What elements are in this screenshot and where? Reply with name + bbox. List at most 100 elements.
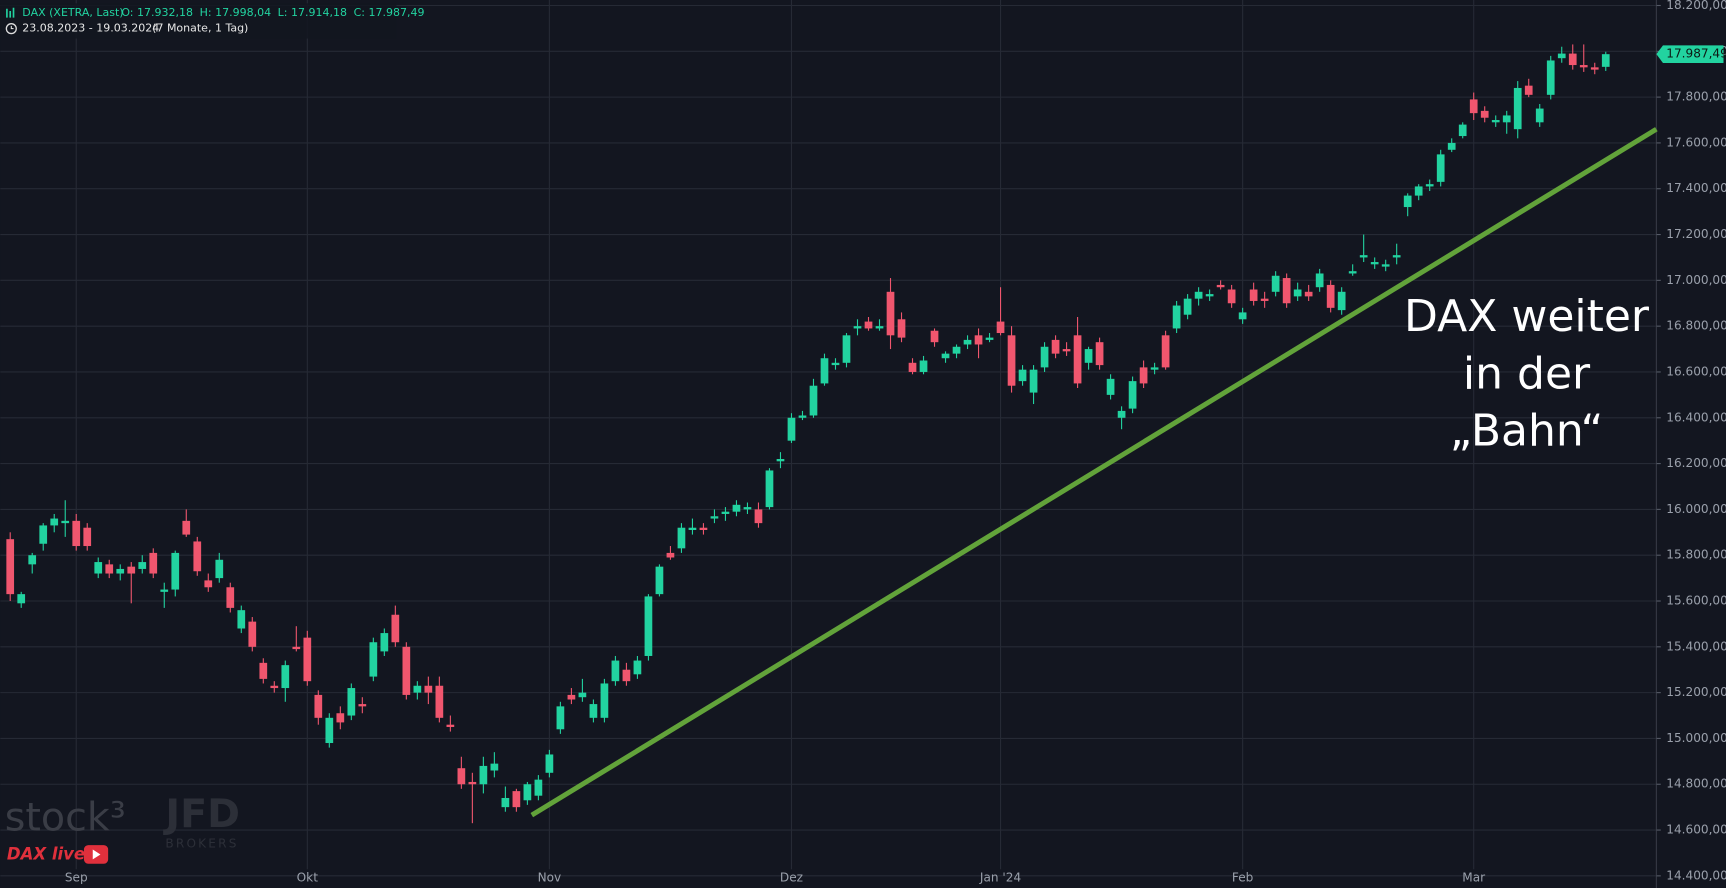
header-icon: [6, 7, 15, 18]
badge: DAX live: [7, 844, 85, 863]
last-price-label: 17.987,49: [1666, 47, 1726, 61]
annotation: „Bahn“: [1450, 406, 1604, 457]
candle-body: [1084, 349, 1093, 363]
y-tick-label: 15.800,00: [1666, 548, 1726, 562]
candle-body: [72, 520, 81, 547]
candle-body: [1392, 255, 1401, 258]
candle-body: [743, 507, 752, 510]
watermark-partner-sub: BROKERS: [165, 836, 238, 850]
candle-body: [1447, 142, 1456, 150]
candle-body: [116, 568, 125, 574]
candle-body: [1436, 154, 1445, 182]
y-tick-label: 15.600,00: [1666, 594, 1726, 608]
candle-body: [556, 706, 565, 730]
candle-body: [589, 704, 598, 718]
candle-body: [864, 321, 873, 329]
x-tick-label: Okt: [297, 871, 319, 885]
candle-body: [809, 385, 818, 416]
date-range: 23.08.2023 - 19.03.2024: [22, 22, 159, 35]
watermark-partner: JFD: [162, 791, 240, 837]
candle-body: [314, 694, 323, 718]
candle-body: [83, 527, 92, 547]
candle-body: [105, 564, 114, 574]
candle-body: [1403, 195, 1412, 208]
x-tick-label: Mar: [1462, 871, 1485, 885]
candle-body: [457, 768, 466, 785]
candle-body: [1513, 87, 1522, 130]
candle-body: [160, 589, 169, 592]
candle-body: [1106, 378, 1115, 395]
candle-body: [182, 520, 191, 535]
y-tick-label: 17.600,00: [1666, 135, 1726, 149]
candle-body: [1029, 369, 1038, 393]
candle-body: [380, 633, 389, 652]
candle-body: [1480, 110, 1489, 118]
candle-body: [1469, 99, 1478, 114]
x-tick-label: Dez: [780, 871, 803, 885]
candle-body: [1414, 186, 1423, 196]
candle-body: [1249, 289, 1258, 301]
candle-body: [1040, 346, 1049, 368]
candle-body: [149, 552, 158, 574]
header-bg: [0, 3, 397, 39]
candle-body: [501, 797, 510, 808]
candle-body: [1260, 298, 1269, 301]
candle-body: [688, 527, 697, 531]
candle-body: [963, 339, 972, 345]
candle-body: [776, 459, 785, 462]
y-tick-label: 16.600,00: [1666, 364, 1726, 378]
y-tick-label: 17.400,00: [1666, 181, 1726, 195]
candle-body: [226, 587, 235, 608]
candle-body: [1128, 381, 1137, 409]
candle-body: [941, 353, 950, 359]
y-tick-label: 18.200,00: [1666, 0, 1726, 12]
candle-body: [171, 552, 180, 590]
x-tick-label: Sep: [65, 871, 88, 885]
candle-body: [292, 646, 301, 650]
y-tick-label: 17.000,00: [1666, 273, 1726, 287]
candle-body: [39, 525, 48, 544]
candle-body: [1524, 85, 1533, 95]
candle-body: [138, 562, 147, 569]
candle-body: [1194, 291, 1203, 299]
y-tick-label: 14.800,00: [1666, 777, 1726, 791]
candle-body: [446, 724, 455, 727]
candle-body: [875, 326, 884, 329]
candle-body: [215, 559, 224, 579]
candle-body: [1150, 367, 1159, 370]
candle-body: [644, 596, 653, 656]
candle-body: [600, 683, 609, 718]
candle-body: [886, 291, 895, 336]
candle-body: [50, 518, 59, 526]
last-price-box: [1656, 45, 1724, 63]
candle-body: [259, 662, 268, 679]
candle-body: [622, 669, 631, 682]
candle-body: [1458, 124, 1467, 137]
candle-body: [1205, 294, 1214, 297]
trendline: [530, 127, 1658, 818]
candle-body: [1502, 115, 1511, 123]
ohlc: O: 17.932,18 H: 17.998,04 L: 17.914,18 C: 1…: [121, 6, 424, 19]
candle-body: [391, 614, 400, 643]
candle-body: [1051, 339, 1060, 354]
candle-body: [6, 539, 15, 595]
candle-body: [1227, 289, 1236, 304]
candle-body: [1579, 65, 1588, 68]
candle-body: [996, 321, 1005, 334]
watermark: stock³ JFD BROKERS DAX live: [5, 791, 240, 864]
candle-body: [534, 779, 543, 796]
y-tick-label: 16.800,00: [1666, 319, 1726, 333]
candle-body: [1370, 262, 1379, 265]
badge-play: [92, 849, 101, 860]
candle-body: [479, 765, 488, 785]
y-tick-label: 15.200,00: [1666, 685, 1726, 699]
candle-body: [545, 754, 554, 773]
candle-body: [908, 362, 917, 372]
candle-body: [952, 346, 961, 354]
candle-body: [17, 594, 26, 604]
y-tick-label: 15.000,00: [1666, 731, 1726, 745]
plot: [6, 44, 1658, 824]
candle-body: [655, 566, 664, 595]
